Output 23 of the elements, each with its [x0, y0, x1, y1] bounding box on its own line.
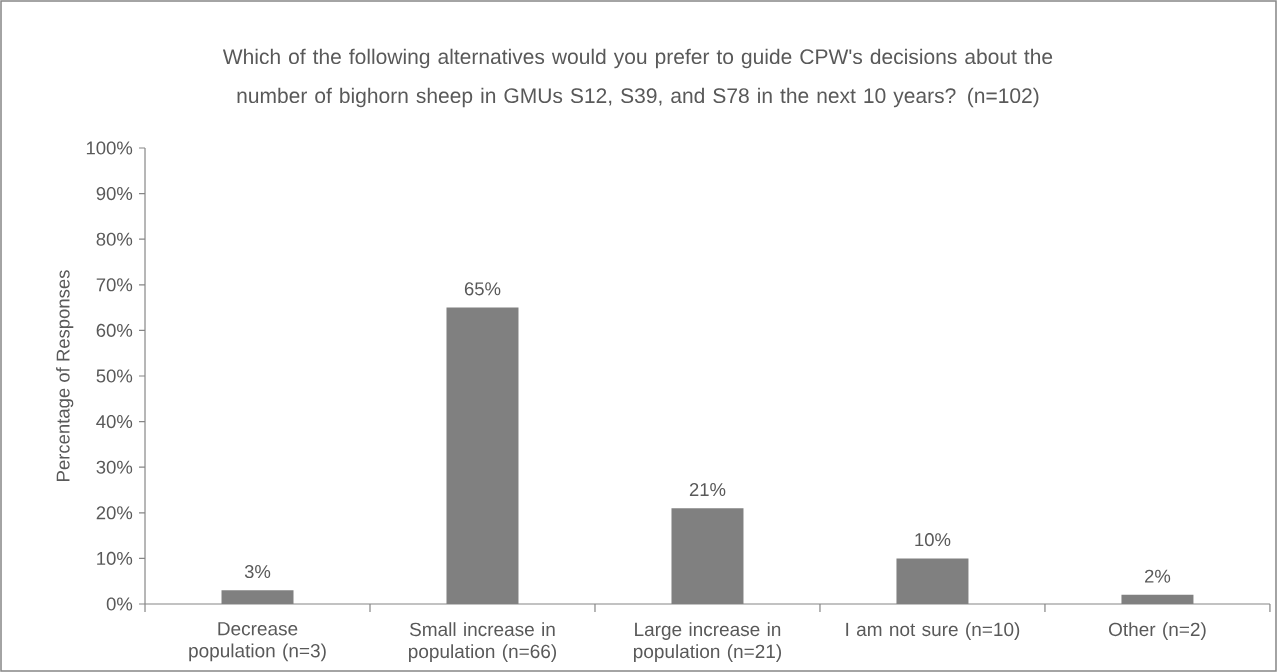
y-axis-title: Percentage of Responses — [56, 270, 74, 481]
x-tick-label: Decrease population (n=3) — [189, 622, 326, 662]
y-tick-label: 0% — [106, 597, 133, 611]
data-label: 10% — [915, 533, 951, 547]
y-tick-label: 80% — [96, 232, 133, 246]
y-tick-label: 70% — [96, 278, 133, 292]
y-tick-label: 60% — [96, 323, 133, 337]
chart-title: Which of the following alternatives would you prefer to guide CPW's decisions about the number of bighorn sheep in GMUs S12, S39, and S78 in the next 10 years? (n=102) — [222, 48, 1053, 108]
x-tick-label: I am not sure (n=10) — [846, 622, 1020, 640]
y-tick-label: 20% — [96, 506, 133, 520]
x-tick-label: Other (n=2) — [1108, 622, 1206, 640]
data-label: 3% — [244, 565, 271, 579]
y-tick-label: 90% — [96, 187, 133, 201]
y-tick-label: 50% — [96, 369, 133, 383]
y-tick-label: 40% — [96, 415, 133, 429]
x-tick-label: Large increase in population (n=21) — [633, 622, 782, 662]
data-label: 2% — [1145, 569, 1171, 583]
y-tick-label: 100% — [86, 141, 133, 155]
data-label: 65% — [464, 282, 501, 296]
y-tick-label: 10% — [97, 551, 133, 565]
y-tick-label: 30% — [96, 460, 133, 474]
data-label: 21% — [689, 483, 726, 497]
x-tick-label: Small increase in population (n=66) — [408, 622, 557, 662]
